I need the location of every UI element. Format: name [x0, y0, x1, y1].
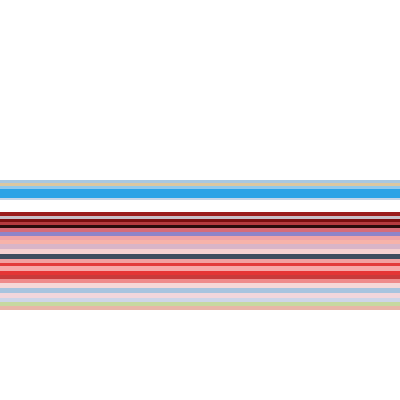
- stripe: [0, 236, 400, 240]
- stripe: [0, 200, 400, 206]
- stripe: [0, 193, 400, 198]
- stripe: [0, 216, 400, 219]
- stripe: [0, 232, 400, 236]
- stripe: [0, 271, 400, 275]
- stripe: [0, 222, 400, 225]
- stripe: [0, 249, 400, 254]
- stripe: [0, 189, 400, 193]
- stripe: [0, 212, 400, 216]
- stripe: [0, 228, 400, 232]
- stripe: [0, 244, 400, 249]
- stripe: [0, 180, 400, 183]
- stripe: [0, 240, 400, 244]
- stripe: [0, 219, 400, 222]
- stripe: [0, 293, 400, 298]
- stripe: [0, 302, 400, 306]
- stripe: [0, 206, 400, 212]
- stripe: [0, 266, 400, 271]
- stripe: [0, 198, 400, 200]
- stripe: [0, 263, 400, 266]
- stripe: [0, 254, 400, 259]
- stripe: [0, 259, 400, 263]
- stripe: [0, 288, 400, 293]
- stripe: [0, 225, 400, 228]
- stripe: [0, 298, 400, 302]
- stripe: [0, 306, 400, 310]
- stripe: [0, 283, 400, 288]
- stripe: [0, 275, 400, 279]
- stripe: [0, 183, 400, 186]
- stripe: [0, 279, 400, 283]
- stripe: [0, 186, 400, 189]
